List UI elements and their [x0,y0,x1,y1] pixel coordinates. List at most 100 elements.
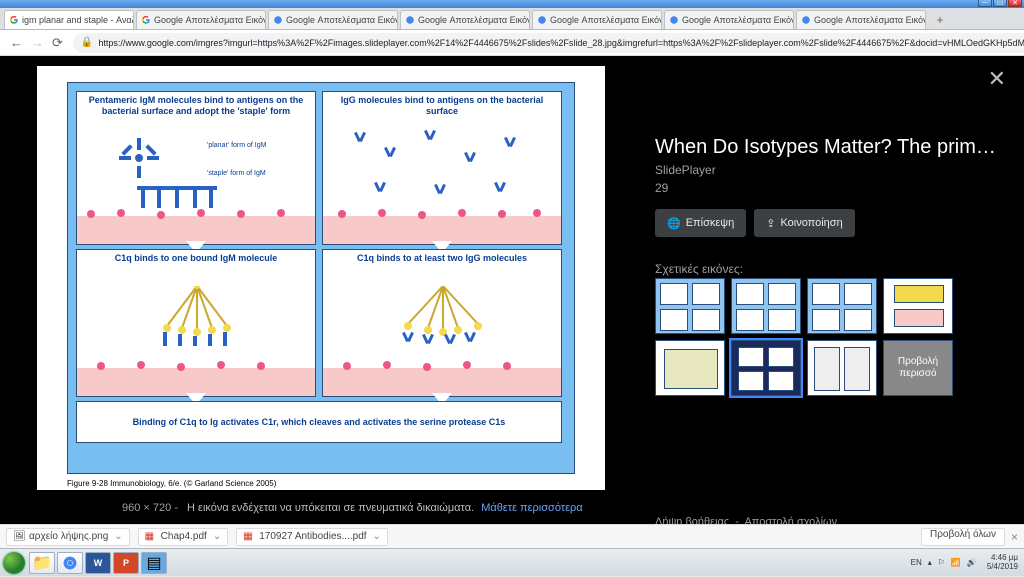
download-name: 170927 Antibodies....pdf [259,531,366,542]
tab-label: Google Αποτελέσματα Εικόνων… [550,15,662,25]
google-favicon-icon [669,15,679,25]
tray-arrow-icon[interactable]: ▴ [928,558,932,567]
share-icon: ⇪ [766,217,775,230]
forward-button[interactable]: → [31,35,44,51]
chevron-down-icon[interactable]: ⌄ [213,531,221,542]
google-favicon-icon [537,15,547,25]
panel-1: Pentameric IgM molecules bind to antigen… [76,91,316,245]
caption-staple: 'staple' form of IgM [207,170,266,178]
tab-3[interactable]: Google Αποτελέσματα Εικόνων…× [400,10,530,29]
panel-4: C1q binds to at least two IgG molecules [322,249,562,397]
tab-label: Google Αποτελέσματα Εικόνων… [814,15,926,25]
image-source[interactable]: SlidePlayer [655,163,1002,177]
tray-clock[interactable]: 4:46 μμ 5/4/2019 [987,554,1018,572]
pdf-file-icon: ▦ [145,531,157,543]
image-count: 29 [655,181,1002,195]
taskbar-app-icon[interactable]: ▤ [141,552,167,574]
tab-label: Google Αποτελέσματα Εικόνων… [286,15,398,25]
learn-more-link[interactable]: Μάθετε περισσότερα [481,502,582,514]
thumbnail[interactable] [883,278,953,334]
main-image[interactable]: Pentameric IgM molecules bind to antigen… [37,66,605,490]
panel-3: C1q binds to one bound IgM molecule [76,249,316,397]
thumbnail[interactable] [731,278,801,334]
chevron-down-icon[interactable]: ⌄ [373,531,381,542]
share-button[interactable]: ⇪Κοινοποίηση [754,209,854,237]
tray-date: 5/4/2019 [987,563,1018,572]
start-button[interactable] [0,549,28,577]
taskbar: 📁 W P ▤ EN ▴ ⚐ 📶 🔊 4:46 μμ 5/4/2019 [0,548,1024,576]
window-minimize[interactable]: ─ [978,0,992,7]
taskbar-word-icon[interactable]: W [85,552,111,574]
url-text: https://www.google.com/imgres?imgurl=htt… [98,38,1024,48]
chevron-down-icon[interactable]: ⌄ [114,531,122,542]
google-favicon-icon [273,15,283,25]
back-button[interactable]: ← [10,35,23,51]
new-tab-button[interactable]: + [931,13,949,29]
globe-icon: 🌐 [667,217,681,230]
lock-icon: 🔒 [81,37,93,48]
download-item[interactable]: 🖼 αρχείο λήψης.png ⌄ [6,528,130,546]
download-item[interactable]: ▦ 170927 Antibodies....pdf ⌄ [236,528,388,546]
thumbnail[interactable] [807,278,877,334]
c1q-igm-icon [157,286,237,346]
google-favicon-icon [141,15,151,25]
visit-button[interactable]: 🌐 Επίσκεψη [655,209,746,237]
tab-4[interactable]: Google Αποτελέσματα Εικόνων…× [532,10,662,29]
taskbar-powerpoint-icon[interactable]: P [113,552,139,574]
related-thumbnails: Προβολή περισσό [655,278,1002,396]
tab-label: igm planar and staple - Αναζήτ… [22,15,134,25]
image-metadata: 960 × 720 - Η εικόνα ενδέχεται να υπόκει… [122,502,583,514]
thumbnail[interactable] [655,340,725,396]
figure-credit: Figure 9-28 Immunobiology, 6/e. (© Garla… [67,479,276,488]
tray-lang[interactable]: EN [911,558,922,567]
show-all-downloads[interactable]: Προβολή όλων [921,528,1005,546]
reload-button[interactable]: ⟳ [52,35,63,51]
download-shelf: 🖼 αρχείο λήψης.png ⌄ ▦ Chap4.pdf ⌄ ▦ 170927 A… [0,524,1024,548]
related-label: Σχετικές εικόνες: [655,262,743,276]
thumbnail[interactable] [807,340,877,396]
cell-surface [323,356,561,396]
tray-flag-icon[interactable]: ⚐ [938,558,945,567]
download-name: αρχείο λήψης.png [29,531,108,542]
close-viewer-button[interactable]: ✕ [988,66,1006,92]
download-name: Chap4.pdf [161,531,207,542]
close-shelf-icon[interactable]: × [1011,530,1018,544]
thumbnail[interactable] [655,278,725,334]
cell-surface [77,356,315,396]
visit-label: Επίσκεψη [686,217,735,229]
tab-1[interactable]: Google Αποτελέσματα Εικόνων…× [136,10,266,29]
tray-network-icon[interactable]: 📶 [951,558,961,567]
panel-4-title: C1q binds to at least two IgG molecules [323,250,561,267]
panel-1-title: Pentameric IgM molecules bind to antigen… [77,92,315,120]
url-input[interactable]: 🔒 https://www.google.com/imgres?imgurl=h… [73,33,1024,53]
address-bar: ← → ⟳ 🔒 https://www.google.com/imgres?im… [0,30,1024,56]
download-item[interactable]: ▦ Chap4.pdf ⌄ [138,528,229,546]
window-maximize[interactable]: ▭ [993,0,1007,7]
tray-volume-icon[interactable]: 🔊 [967,558,977,567]
taskbar-chrome-icon[interactable] [57,552,83,574]
tab-label: Google Αποτελέσματα Εικόνων… [154,15,266,25]
window-close[interactable]: ✕ [1008,0,1022,7]
taskbar-explorer-icon[interactable]: 📁 [29,552,55,574]
pdf-file-icon: ▦ [243,531,255,543]
tab-label: Google Αποτελέσματα Εικόνων… [418,15,530,25]
tab-label: Google Αποτελέσματα Εικόνων… [682,15,794,25]
image-file-icon: 🖼 [13,531,25,543]
caption-planar: 'planar' form of IgM [207,142,266,150]
image-title: When Do Isotypes Matter? The prim… [655,136,1002,159]
tab-6[interactable]: Google Αποτελέσματα Εικόνων…× [796,10,926,29]
cell-surface [323,204,561,244]
thumbnail-more[interactable]: Προβολή περισσό [883,340,953,396]
igm-planar-icon [117,136,161,180]
panel-2: IgG molecules bind to antigens on the ba… [322,91,562,245]
tab-0[interactable]: igm planar and staple - Αναζήτ… × [4,10,134,29]
image-dimensions: 960 × 720 [122,502,171,514]
tab-5[interactable]: Google Αποτελέσματα Εικόνων…× [664,10,794,29]
google-favicon-icon [405,15,415,25]
browser-tabs: igm planar and staple - Αναζήτ… × Google… [0,8,1024,30]
thumbnail[interactable] [731,340,801,396]
copyright-text: Η εικόνα ενδέχεται να υπόκειται σε πνευμ… [187,502,474,514]
system-tray: EN ▴ ⚐ 📶 🔊 4:46 μμ 5/4/2019 [905,554,1024,572]
google-favicon-icon [9,15,19,25]
tab-2[interactable]: Google Αποτελέσματα Εικόνων…× [268,10,398,29]
